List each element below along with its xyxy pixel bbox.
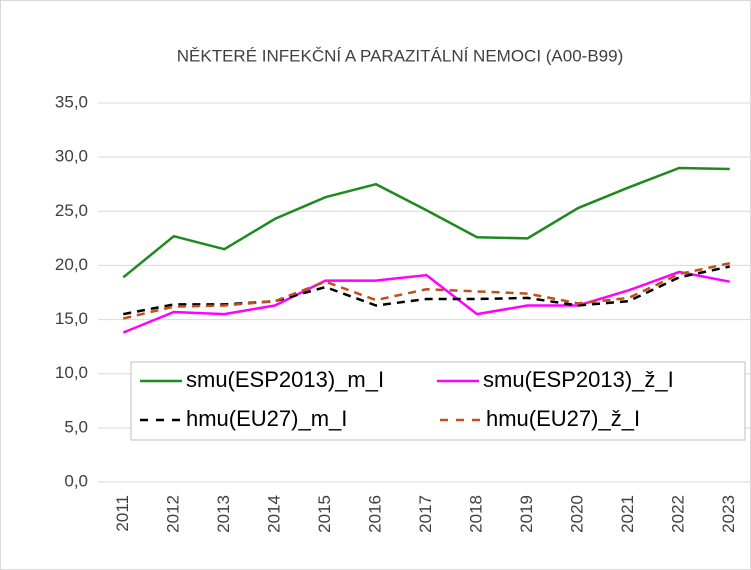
legend-label: hmu(EU27)_ž_I xyxy=(486,406,640,431)
x-tick-label: 2018 xyxy=(467,495,486,533)
x-tick-label: 2015 xyxy=(315,495,334,533)
x-tick-label: 2017 xyxy=(416,495,435,533)
y-tick-label: 35,0 xyxy=(55,92,88,111)
y-tick-label: 30,0 xyxy=(55,147,88,166)
legend-label: smu(ESP2013)_ž_I xyxy=(483,367,674,392)
y-tick-label: 25,0 xyxy=(55,201,88,220)
x-tick-label: 2011 xyxy=(113,495,132,532)
y-tick-label: 0,0 xyxy=(64,471,88,490)
x-tick-label: 2021 xyxy=(618,495,637,533)
y-tick-label: 10,0 xyxy=(55,363,88,382)
x-tick-label: 2016 xyxy=(365,495,384,533)
y-tick-label: 20,0 xyxy=(55,255,88,274)
x-tick-label: 2020 xyxy=(568,495,587,533)
legend-box xyxy=(130,361,746,441)
series-line xyxy=(122,262,730,320)
y-tick-label: 5,0 xyxy=(64,417,88,436)
series-line xyxy=(122,270,730,334)
x-tick-label: 2019 xyxy=(517,495,536,533)
x-tick-label: 2014 xyxy=(264,495,283,533)
chart-title: NĚKTERÉ INFEKČNÍ A PARAZITÁLNÍ NEMOCI (A… xyxy=(177,46,624,65)
series-line xyxy=(122,166,730,279)
legend-label: hmu(EU27)_m_I xyxy=(186,406,347,431)
x-tick-label: 2023 xyxy=(719,495,738,533)
y-tick-label: 15,0 xyxy=(55,309,88,328)
x-tick-label: 2022 xyxy=(669,495,688,533)
x-tick-label: 2012 xyxy=(163,495,182,533)
legend-label: smu(ESP2013)_m_I xyxy=(186,367,384,392)
x-tick-label: 2013 xyxy=(214,495,233,533)
